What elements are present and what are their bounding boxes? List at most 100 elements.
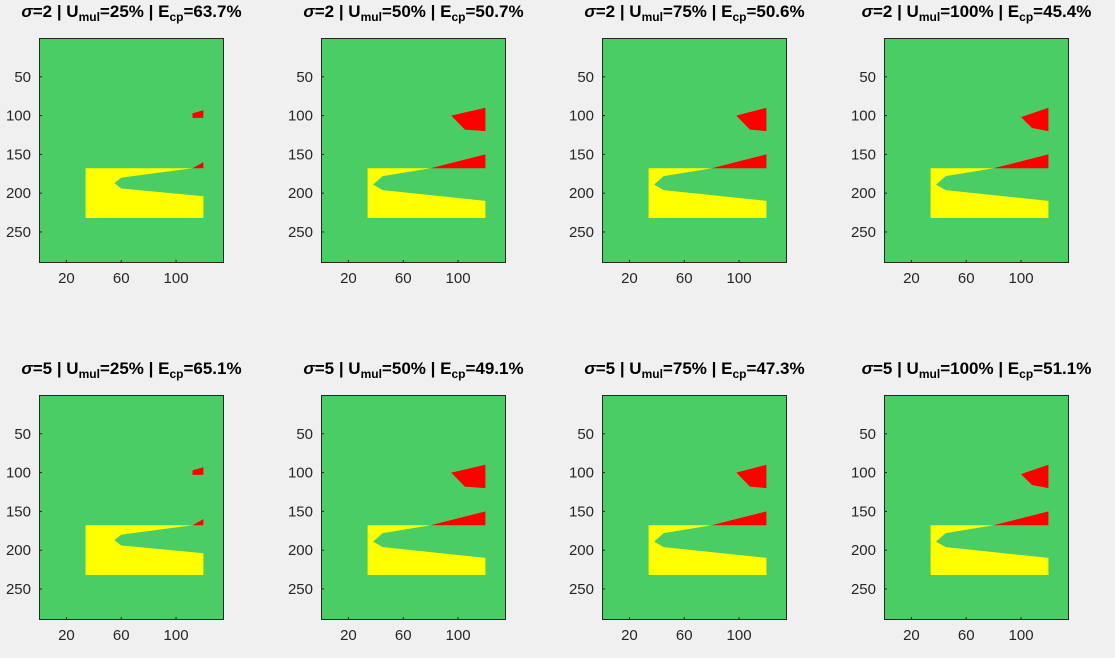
x-tick-label: 100 — [164, 627, 189, 644]
x-tick-label: 60 — [676, 627, 693, 644]
sigma-value: 2 — [605, 2, 616, 21]
red-region — [1021, 107, 1049, 132]
x-tick-label: 100 — [1009, 270, 1034, 287]
heatmap-panel: 50 100 150 200 250 20 60 100 — [288, 38, 506, 287]
y-tick-label: 250 — [569, 581, 594, 598]
y-tick-label: 200 — [851, 185, 876, 202]
red-region — [430, 511, 486, 526]
sigma-value: 5 — [42, 359, 53, 378]
y-tick-label: 250 — [6, 224, 31, 241]
e-cp-value: 65.1% — [193, 359, 242, 378]
x-tick-label: 100 — [446, 627, 471, 644]
y-tick-label: 250 — [288, 224, 313, 241]
sigma-value: 5 — [324, 359, 335, 378]
panel-title: σ=2 | Umul=25% | Ecp=63.7% — [21, 2, 242, 24]
red-region — [736, 464, 767, 489]
u-mul-value: 25% — [109, 2, 144, 21]
y-tick-label: 50 — [296, 426, 313, 443]
y-tick-label: 200 — [288, 185, 313, 202]
heatmap-background — [602, 395, 787, 620]
y-tick-label: 50 — [859, 426, 876, 443]
y-tick-label: 200 — [569, 542, 594, 559]
x-tick-label: 20 — [340, 627, 357, 644]
y-tick-label: 150 — [6, 503, 31, 520]
yellow-region — [648, 525, 767, 575]
x-tick-label: 100 — [446, 270, 471, 287]
u-mul-value: 100% — [950, 359, 994, 378]
sigma-value: 2 — [882, 2, 893, 21]
e-cp-value: 47.3% — [756, 359, 805, 378]
y-tick-label: 250 — [851, 581, 876, 598]
heatmap-background — [321, 395, 506, 620]
heatmap-background — [884, 38, 1069, 263]
y-tick-label: 100 — [6, 108, 31, 125]
e-cp-value: 51.1% — [1043, 359, 1092, 378]
y-tick-label: 100 — [569, 108, 594, 125]
yellow-region — [648, 168, 767, 218]
x-tick-label: 20 — [621, 627, 638, 644]
panel-title: σ=2 | Umul=75% | Ecp=50.6% — [584, 2, 805, 24]
axes-box — [39, 38, 224, 263]
axes-box — [884, 38, 1069, 263]
e-cp-value: 49.1% — [475, 359, 524, 378]
e-cp-value: 50.6% — [756, 2, 805, 21]
heatmap-background — [602, 38, 787, 263]
y-tick-label: 200 — [569, 185, 594, 202]
panel-title: σ=5 | Umul=50% | Ecp=49.1% — [303, 359, 524, 381]
y-tick-label: 150 — [569, 503, 594, 520]
x-tick-label: 20 — [58, 627, 75, 644]
y-tick-label: 250 — [851, 224, 876, 241]
y-tick-label: 100 — [851, 465, 876, 482]
x-tick-label: 100 — [164, 270, 189, 287]
axes-box — [321, 395, 506, 620]
yellow-region — [367, 168, 486, 218]
panel-title: σ=2 | Umul=50% | Ecp=50.7% — [303, 2, 524, 24]
heatmap-panel: 50 100 150 200 250 20 60 100 — [569, 38, 787, 287]
yellow-region — [85, 525, 204, 575]
e-cp-value: 63.7% — [193, 2, 242, 21]
x-tick-label: 60 — [676, 270, 693, 287]
heatmap-panel: 50 100 150 200 250 20 60 100 — [288, 395, 506, 644]
red-region — [1021, 464, 1049, 489]
y-tick-label: 50 — [859, 69, 876, 86]
heatmap-panel: 50 100 150 200 250 20 60 100 — [6, 395, 224, 644]
red-region — [430, 154, 486, 169]
x-tick-label: 60 — [395, 270, 412, 287]
heatmap-background — [39, 395, 224, 620]
x-tick-label: 100 — [727, 627, 752, 644]
axes-box — [39, 395, 224, 620]
red-region — [993, 511, 1049, 526]
u-mul-value: 75% — [672, 359, 707, 378]
sigma-value: 5 — [882, 359, 893, 378]
x-tick-label: 20 — [58, 270, 75, 287]
heatmap-panel: 50 100 150 200 250 20 60 100 — [6, 38, 224, 287]
red-region — [711, 154, 767, 169]
panel-title: σ=5 | Umul=25% | Ecp=65.1% — [21, 359, 242, 381]
red-region — [192, 467, 204, 475]
x-tick-label: 20 — [340, 270, 357, 287]
y-tick-label: 100 — [851, 108, 876, 125]
panel-title: σ=5 | Umul=100% | Ecp=51.1% — [861, 359, 1092, 381]
x-tick-label: 20 — [903, 627, 920, 644]
x-tick-label: 60 — [113, 627, 130, 644]
u-mul-value: 50% — [391, 359, 426, 378]
red-region — [736, 107, 767, 132]
x-tick-label: 100 — [1009, 627, 1034, 644]
heatmap-background — [884, 395, 1069, 620]
heatmap-panel: 50 100 150 200 250 20 60 100 — [851, 38, 1069, 287]
u-mul-value: 100% — [950, 2, 994, 21]
panel-title: σ=5 | Umul=75% | Ecp=47.3% — [584, 359, 805, 381]
heatmap-panel: 50 100 150 200 250 20 60 100 — [569, 395, 787, 644]
axes-box — [602, 395, 787, 620]
y-tick-label: 100 — [288, 108, 313, 125]
x-tick-label: 60 — [113, 270, 130, 287]
sigma-value: 2 — [324, 2, 335, 21]
y-tick-label: 50 — [577, 426, 594, 443]
red-region — [451, 107, 486, 132]
red-region — [451, 464, 486, 489]
y-tick-label: 250 — [569, 224, 594, 241]
y-tick-label: 50 — [14, 69, 31, 86]
y-tick-label: 150 — [6, 146, 31, 163]
heatmap-panel: 50 100 150 200 250 20 60 100 — [851, 395, 1069, 644]
